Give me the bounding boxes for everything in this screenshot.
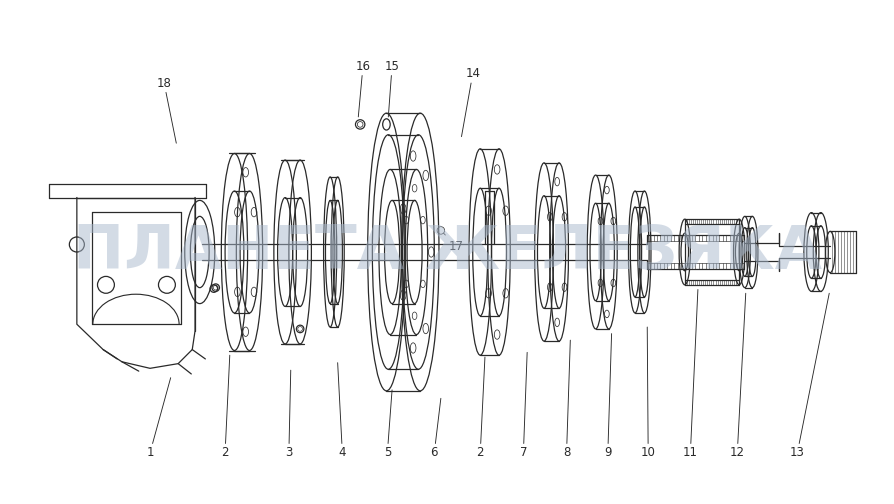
Text: 3: 3 bbox=[285, 370, 292, 459]
Text: 18: 18 bbox=[156, 77, 176, 143]
Text: 17: 17 bbox=[443, 233, 463, 253]
Text: 4: 4 bbox=[337, 363, 346, 459]
Text: 12: 12 bbox=[729, 293, 745, 459]
Text: 14: 14 bbox=[461, 67, 480, 137]
Text: 2: 2 bbox=[221, 355, 230, 459]
Text: 11: 11 bbox=[682, 289, 697, 459]
Text: 8: 8 bbox=[562, 340, 569, 459]
Text: 10: 10 bbox=[640, 327, 655, 459]
Text: 6: 6 bbox=[430, 398, 441, 459]
Text: 15: 15 bbox=[384, 60, 399, 117]
Text: 16: 16 bbox=[355, 60, 370, 117]
Text: 13: 13 bbox=[789, 293, 829, 459]
Text: 2: 2 bbox=[476, 357, 485, 459]
Text: ПЛАНЕТА ЖЕЛЕЗЯКА: ПЛАНЕТА ЖЕЛЕЗЯКА bbox=[72, 222, 821, 282]
Text: 5: 5 bbox=[384, 390, 392, 459]
Text: 9: 9 bbox=[603, 334, 611, 459]
Text: 7: 7 bbox=[519, 352, 527, 459]
Text: 1: 1 bbox=[146, 377, 171, 459]
